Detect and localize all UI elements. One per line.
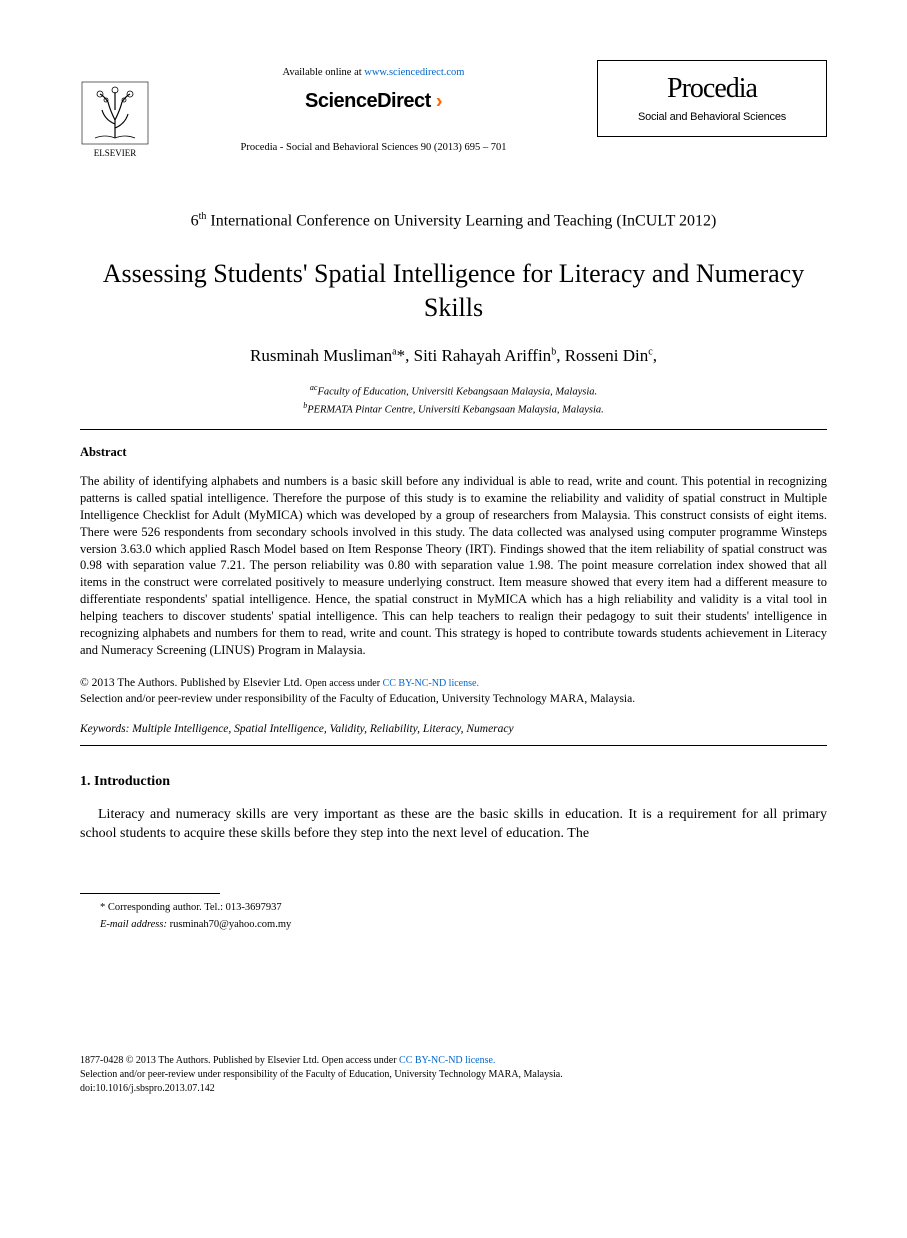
procedia-title: Procedia (612, 69, 812, 108)
email-label: E-mail address: (100, 919, 167, 930)
procedia-brand-box: Procedia Social and Behavioral Sciences (597, 60, 827, 137)
authors-line: Rusminah Muslimana*, Siti Rahayah Ariffi… (80, 344, 827, 368)
copyright-line2: Selection and/or peer-review under respo… (80, 693, 635, 705)
divider-bottom (80, 745, 827, 746)
keywords-line: Keywords: Multiple Intelligence, Spatial… (80, 721, 827, 737)
conf-rest: International Conference on University L… (206, 212, 716, 229)
author-1: Rusminah Musliman (250, 346, 392, 365)
divider-top (80, 429, 827, 430)
author-2-sep: , (556, 346, 565, 365)
available-online-line: Available online at www.sciencedirect.co… (150, 66, 597, 81)
affiliations: acFaculty of Education, Universiti Keban… (80, 382, 827, 419)
header-center: Available online at www.sciencedirect.co… (150, 60, 597, 156)
keywords-label: Keywords: (80, 723, 132, 735)
section-1-para-1: Literacy and numeracy skills are very im… (80, 806, 827, 844)
copyright-block: © 2013 The Authors. Published by Elsevie… (80, 675, 827, 707)
journal-reference: Procedia - Social and Behavioral Science… (150, 141, 597, 156)
author-3-sep: , (653, 346, 657, 365)
author-1-mark: *, (397, 346, 414, 365)
author-3: Rosseni Din (565, 346, 649, 365)
corresponding-author-footnote: * Corresponding author. Tel.: 013-369793… (80, 900, 827, 934)
email-line: E-mail address: rusminah70@yahoo.com.my (100, 917, 827, 934)
elsevier-tree-icon: ELSEVIER (80, 80, 150, 160)
paper-title: Assessing Students' Spatial Intelligence… (80, 257, 827, 325)
author-2: Siti Rahayah Ariffin (414, 346, 552, 365)
affiliation-1: acFaculty of Education, Universiti Keban… (80, 382, 827, 400)
elsevier-text: ELSEVIER (94, 148, 137, 158)
footnote-rule (80, 893, 220, 894)
footer-line1b: Open access under (322, 1055, 399, 1066)
copyright-line1a: © 2013 The Authors. Published by Elsevie… (80, 677, 305, 689)
aff-1-text: Faculty of Education, Universiti Kebangs… (317, 387, 597, 398)
conference-line: 6th International Conference on Universi… (80, 210, 827, 233)
abstract-body: The ability of identifying alphabets and… (80, 473, 827, 659)
sd-swoosh-icon: › (431, 90, 442, 112)
footer-cc-link[interactable]: CC BY-NC-ND license. (399, 1055, 495, 1066)
sd-brand-text: ScienceDirect (305, 90, 431, 112)
footer-line2: Selection and/or peer-review under respo… (80, 1069, 563, 1080)
footer-doi: doi:10.1016/j.sbspro.2013.07.142 (80, 1083, 215, 1094)
page-header: ELSEVIER Available online at www.science… (80, 60, 827, 160)
publisher-logo-block: ELSEVIER (80, 60, 150, 160)
section-1-heading: 1. Introduction (80, 772, 827, 792)
page-footer: 1877-0428 © 2013 The Authors. Published … (80, 1054, 827, 1096)
cc-license-link[interactable]: CC BY-NC-ND license. (383, 678, 479, 689)
keywords-text: Multiple Intelligence, Spatial Intellige… (132, 723, 513, 735)
abstract-heading: Abstract (80, 444, 827, 462)
sciencedirect-logo: ScienceDirect › (150, 87, 597, 116)
sciencedirect-url-link[interactable]: www.sciencedirect.com (364, 67, 464, 78)
affiliation-2: bPERMATA Pintar Centre, Universiti Keban… (80, 400, 827, 418)
footer-line1a: 1877-0428 © 2013 The Authors. Published … (80, 1055, 322, 1066)
conf-ordinal: 6 (191, 212, 199, 229)
procedia-subtitle: Social and Behavioral Sciences (612, 110, 812, 125)
corr-author-line: * Corresponding author. Tel.: 013-369793… (100, 900, 827, 917)
copyright-line1b: Open access under (305, 678, 382, 689)
aff-2-text: PERMATA Pintar Centre, Universiti Kebang… (307, 405, 604, 416)
available-prefix: Available online at (283, 67, 365, 78)
email-address: rusminah70@yahoo.com.my (167, 919, 291, 930)
